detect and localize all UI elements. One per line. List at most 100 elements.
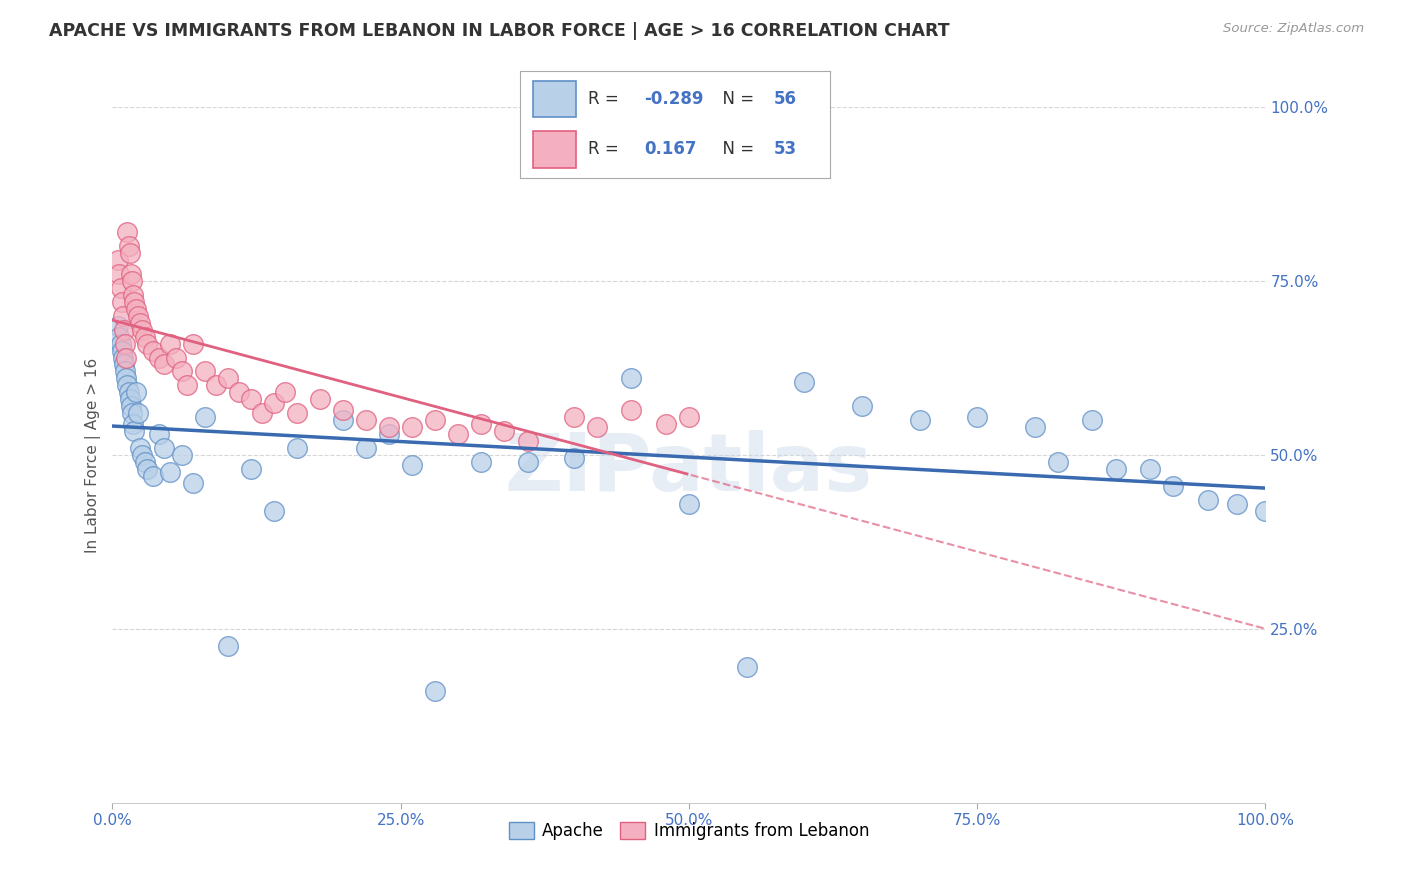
Point <box>285 406 308 420</box>
Point <box>217 371 239 385</box>
Text: 56: 56 <box>773 90 797 108</box>
Point <box>263 396 285 410</box>
Point <box>111 351 134 365</box>
Point <box>124 424 146 438</box>
Point <box>122 288 145 302</box>
Point <box>127 309 149 323</box>
Point <box>117 225 139 239</box>
Point <box>136 336 159 351</box>
Point <box>117 378 139 392</box>
Point <box>1139 462 1161 476</box>
Point <box>966 409 988 424</box>
Point <box>111 294 134 309</box>
Point <box>585 420 607 434</box>
Point <box>118 246 141 260</box>
Point <box>111 343 134 358</box>
Point <box>176 378 198 392</box>
Point <box>124 385 146 400</box>
Point <box>851 399 873 413</box>
Point <box>107 253 129 268</box>
Text: N =: N = <box>711 141 759 159</box>
Point <box>110 281 132 295</box>
Text: N =: N = <box>711 90 759 108</box>
Point <box>112 323 135 337</box>
Point <box>620 371 643 385</box>
Point <box>1104 462 1126 476</box>
Point <box>107 319 129 334</box>
Point <box>108 329 131 343</box>
Point <box>516 455 538 469</box>
Point <box>354 441 377 455</box>
Point <box>1226 497 1249 511</box>
Text: R =: R = <box>588 90 624 108</box>
Point <box>678 497 700 511</box>
Point <box>1024 420 1046 434</box>
Point <box>131 323 153 337</box>
Point <box>332 413 354 427</box>
Legend: Apache, Immigrants from Lebanon: Apache, Immigrants from Lebanon <box>502 815 876 847</box>
Point <box>148 351 170 365</box>
Point <box>562 451 585 466</box>
Point <box>1197 493 1219 508</box>
Point <box>131 448 153 462</box>
Point <box>239 462 262 476</box>
Point <box>159 466 181 480</box>
Point <box>562 409 585 424</box>
Point <box>425 684 447 698</box>
Point <box>108 267 131 281</box>
Point <box>908 413 931 427</box>
Point <box>620 402 643 417</box>
Point <box>120 267 142 281</box>
Point <box>735 660 758 674</box>
Point <box>239 392 262 407</box>
Point <box>678 409 700 424</box>
Text: 53: 53 <box>773 141 797 159</box>
Point <box>142 468 165 483</box>
Point <box>120 399 142 413</box>
Text: R =: R = <box>588 141 624 159</box>
Point <box>118 392 141 407</box>
Point <box>285 441 308 455</box>
Point <box>793 375 815 389</box>
Point <box>447 427 470 442</box>
Point <box>309 392 332 407</box>
Point <box>124 294 146 309</box>
Point <box>121 406 143 420</box>
Point <box>159 336 181 351</box>
Point <box>142 343 165 358</box>
Bar <box>533 131 576 168</box>
Point <box>129 316 152 330</box>
Point <box>121 274 143 288</box>
Point <box>114 364 136 378</box>
Point <box>217 639 239 653</box>
Point <box>494 424 516 438</box>
Point <box>194 409 217 424</box>
Text: Source: ZipAtlas.com: Source: ZipAtlas.com <box>1223 22 1364 36</box>
Point <box>181 336 204 351</box>
Point <box>114 336 136 351</box>
Point <box>181 475 204 490</box>
Point <box>122 417 145 431</box>
Text: ZIPatlas: ZIPatlas <box>505 430 873 508</box>
Point <box>124 301 146 316</box>
Point <box>153 441 176 455</box>
Bar <box>533 81 576 118</box>
Point <box>378 420 401 434</box>
Point <box>1081 413 1104 427</box>
Point <box>354 413 377 427</box>
Point <box>115 351 138 365</box>
Point <box>117 239 139 253</box>
Point <box>274 385 297 400</box>
Point <box>111 309 134 323</box>
Point <box>148 427 170 442</box>
Point <box>252 406 274 420</box>
Point <box>110 336 132 351</box>
Text: 0.167: 0.167 <box>644 141 696 159</box>
Point <box>134 455 156 469</box>
Point <box>1046 455 1069 469</box>
Text: APACHE VS IMMIGRANTS FROM LEBANON IN LABOR FORCE | AGE > 16 CORRELATION CHART: APACHE VS IMMIGRANTS FROM LEBANON IN LAB… <box>49 22 950 40</box>
Point <box>655 417 678 431</box>
Point <box>115 371 138 385</box>
Point <box>401 458 423 473</box>
Point <box>378 427 401 442</box>
